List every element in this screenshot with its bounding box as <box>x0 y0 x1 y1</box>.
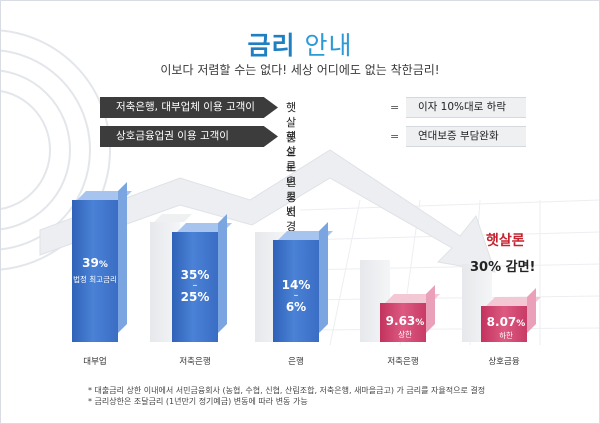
category-label: 대부업 <box>83 357 107 367</box>
bar-daebueop-value: 39% 법정 최고금리 <box>73 256 117 284</box>
bar-bank-range: 14% – 6% <box>281 278 311 314</box>
range-low: 25% <box>180 290 210 304</box>
discount-annotation: 30% 감면! <box>470 260 536 275</box>
range-low: 6% <box>285 300 307 314</box>
range-high: 14% <box>281 278 311 292</box>
rule-2-equals: = <box>390 130 400 143</box>
page-subtitle: 이보다 저렴할 수는 없다! 세상 어디에도 없는 착한금리! <box>160 63 440 77</box>
rule-2-condition: 상호금융업권 이용 고객이 <box>100 126 278 147</box>
bar-mutual-finance-value: 8.07% 하한 <box>486 315 526 340</box>
category-label: 저축은행 <box>179 357 211 367</box>
rule-1-condition: 저축은행, 대부업체 이용 고객이 <box>100 97 278 118</box>
category-label: 저축은행 <box>387 357 419 367</box>
bar-savings-bank-haetsal-value: 9.63% 상한 <box>385 314 425 339</box>
rule-1-result: 이자 10%대로 하락 <box>406 97 526 118</box>
footnote-2: * 금리상한은 조달금리 (1년만기 정기예금) 변동에 따라 변동 가능 <box>88 397 308 406</box>
category-label: 상호금융 <box>488 357 520 367</box>
bar-savings-bank-range: 35% – 25% <box>180 268 210 304</box>
rule-1-equals: = <box>390 101 400 114</box>
title-bold: 금리 <box>247 31 296 60</box>
rule-1-action: 햇살론으로 변경시 <box>286 101 297 219</box>
haetsal-annotation: 햇살론 <box>486 233 525 249</box>
rule-2-action: 햇살론으로 변경시 <box>286 130 297 248</box>
page-title: 금리 안내 <box>0 26 600 62</box>
range-high: 35% <box>180 268 210 282</box>
category-label: 은행 <box>288 357 304 367</box>
title-light: 안내 <box>304 31 353 60</box>
footnote-1: * 대출금리 상한 이내에서 서민금융회사 (농협, 수협, 신협, 산림조합,… <box>88 386 486 395</box>
footnotes: * 대출금리 상한 이내에서 서민금융회사 (농협, 수협, 신협, 산림조합,… <box>88 385 485 407</box>
rule-2-result: 연대보증 부담완화 <box>406 126 526 147</box>
